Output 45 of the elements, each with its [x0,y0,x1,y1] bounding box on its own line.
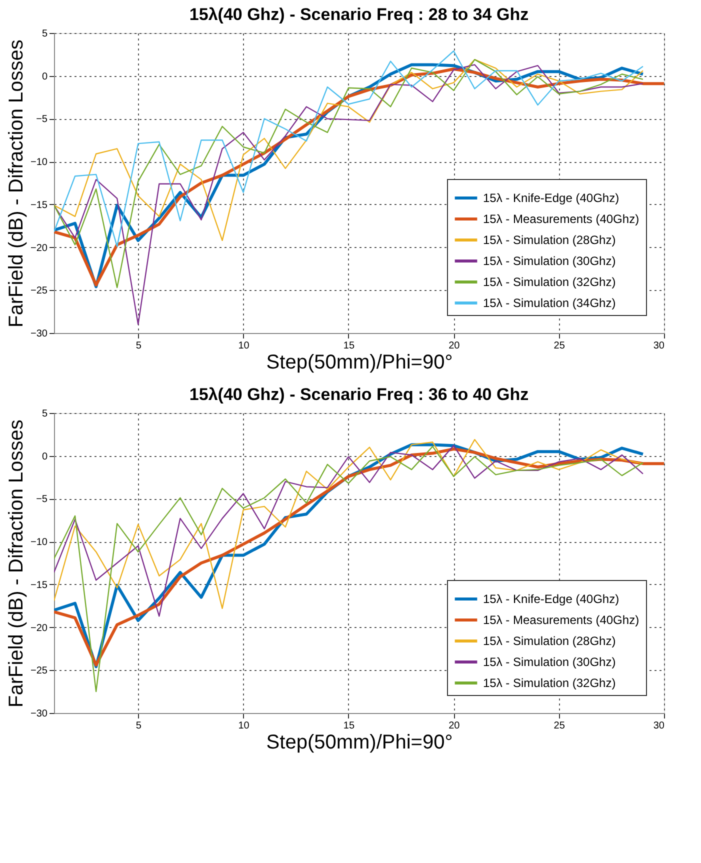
legend-label: 15λ - Knife-Edge (40Ghz) [483,191,620,205]
y-tick-label: −20 [30,242,48,254]
y-axis-title: FarField (dB) - Difraction Losses [6,420,28,708]
x-tick-label: 10 [238,340,250,352]
legend-label: 15λ - Simulation (32Ghz) [483,676,616,690]
x-tick-label: 20 [448,720,460,732]
legend-label: 15λ - Simulation (28Ghz) [483,634,616,648]
y-tick-label: −10 [30,157,48,168]
legend-label: 15λ - Simulation (28Ghz) [483,233,616,247]
x-tick-label: 25 [554,340,566,352]
x-tick-label: 15 [343,720,355,732]
y-tick-label: −20 [30,622,48,634]
y-tick-label: 0 [42,451,48,462]
x-tick-label: 25 [554,720,566,732]
x-tick-label: 15 [343,340,355,352]
legend-label: 15λ - Simulation (30Ghz) [483,254,616,268]
x-tick-label: 10 [238,720,250,732]
y-tick-label: −10 [30,537,48,548]
legend-label: 15λ - Simulation (30Ghz) [483,655,616,669]
x-tick-label: 30 [653,340,665,352]
y-tick-label: −5 [36,114,48,126]
x-tick-label: 30 [653,720,665,732]
legend-label: 15λ - Measurements (40Ghz) [483,613,640,627]
y-tick-label: 5 [42,408,48,420]
chart-title: 15λ(40 Ghz) - Scenario Freq : 28 to 34 Ghz [189,5,529,24]
legend-label: 15λ - Knife-Edge (40Ghz) [483,592,620,606]
y-axis-title: FarField (dB) - Difraction Losses [6,40,28,328]
y-tick-label: 0 [42,71,48,82]
y-tick-label: −15 [30,580,48,591]
legend-label: 15λ - Simulation (34Ghz) [483,296,616,310]
x-tick-label: 20 [448,340,460,352]
y-tick-label: −25 [30,286,48,297]
y-tick-label: −5 [36,494,48,506]
legend-label: 15λ - Measurements (40Ghz) [483,212,640,226]
y-tick-label: −25 [30,666,48,677]
x-tick-label: 5 [136,340,142,352]
y-tick-label: −30 [30,328,48,340]
x-axis-title: Step(50mm)/Phi=90° [266,352,453,374]
legend-label: 15λ - Simulation (32Ghz) [483,275,616,289]
chart-title: 15λ(40 Ghz) - Scenario Freq : 36 to 40 Ghz [189,385,529,404]
x-tick-label: 5 [136,720,142,732]
y-tick-label: 5 [42,28,48,40]
y-tick-label: −30 [30,708,48,720]
x-axis-title: Step(50mm)/Phi=90° [266,732,453,754]
y-tick-label: −15 [30,200,48,211]
